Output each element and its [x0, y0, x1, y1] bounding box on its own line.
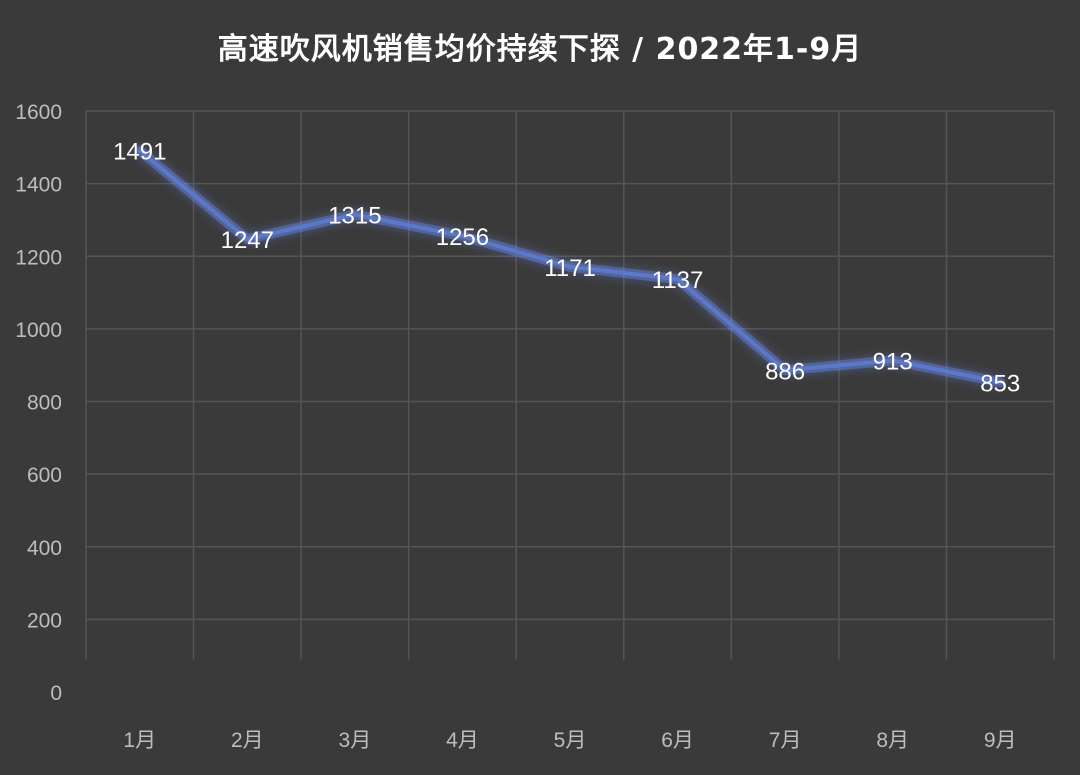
data-point	[244, 236, 250, 242]
x-tick-label: 3月	[339, 729, 372, 752]
x-tick-label: 4月	[446, 729, 479, 752]
data-point	[352, 211, 358, 217]
y-tick-label: 400	[27, 537, 62, 560]
grid	[85, 110, 1055, 660]
x-tick-label: 7月	[769, 729, 802, 752]
data-point	[567, 264, 573, 270]
data-label: 886	[765, 358, 805, 385]
data-point	[782, 367, 788, 373]
y-tick-label: 600	[27, 464, 62, 487]
x-tick-label: 1月	[123, 729, 156, 752]
y-tick-label: 1600	[15, 101, 62, 124]
data-label: 1315	[328, 202, 381, 229]
x-tick-label: 2月	[231, 729, 264, 752]
data-label: 1171	[544, 255, 596, 282]
y-tick-label: 1200	[15, 246, 62, 269]
data-label: 1256	[436, 224, 489, 251]
x-tick-label: 9月	[984, 729, 1017, 752]
y-tick-label: 800	[27, 392, 62, 415]
data-label: 1491	[113, 139, 166, 166]
axis-labels: 0 200 400 600 800 1000 1200 1400 1600 1月 2月 3月 4月 5月 6…	[15, 101, 1016, 752]
data-point	[890, 357, 896, 363]
data-labels: 1491 1247 1315 1256 1171 1137 886 913 853	[113, 139, 1020, 398]
y-tick-label: 0	[50, 682, 62, 705]
chart-title: 高速吹风机销售均价持续下探 / 2022年1-9月	[217, 32, 863, 67]
x-tick-label: 5月	[554, 729, 587, 752]
data-label: 1137	[652, 267, 704, 294]
data-point	[997, 379, 1003, 385]
data-label: 853	[980, 370, 1020, 397]
x-tick-label: 6月	[661, 729, 694, 752]
y-tick-label: 200	[27, 609, 62, 632]
data-label: 1247	[221, 227, 274, 254]
y-tick-label: 1400	[15, 174, 62, 197]
data-point	[675, 276, 681, 282]
x-tick-label: 8月	[876, 729, 909, 752]
series-layer	[134, 145, 1006, 388]
data-point	[459, 233, 465, 239]
data-point	[137, 148, 143, 154]
y-tick-label: 1000	[15, 319, 62, 342]
data-label: 913	[873, 348, 913, 375]
